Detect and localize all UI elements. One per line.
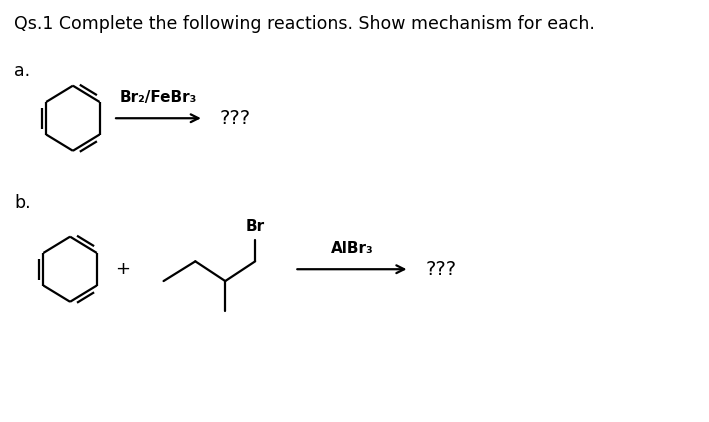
- Text: +: +: [115, 260, 130, 278]
- Text: Br₂/FeBr₃: Br₂/FeBr₃: [120, 90, 197, 106]
- Text: Qs.1 Complete the following reactions. Show mechanism for each.: Qs.1 Complete the following reactions. S…: [14, 15, 595, 32]
- Text: ???: ???: [220, 109, 251, 128]
- Text: b.: b.: [14, 194, 30, 212]
- Text: ???: ???: [425, 260, 457, 279]
- Text: a.: a.: [14, 62, 30, 80]
- Text: AlBr₃: AlBr₃: [330, 241, 373, 257]
- Text: Br: Br: [245, 219, 264, 234]
